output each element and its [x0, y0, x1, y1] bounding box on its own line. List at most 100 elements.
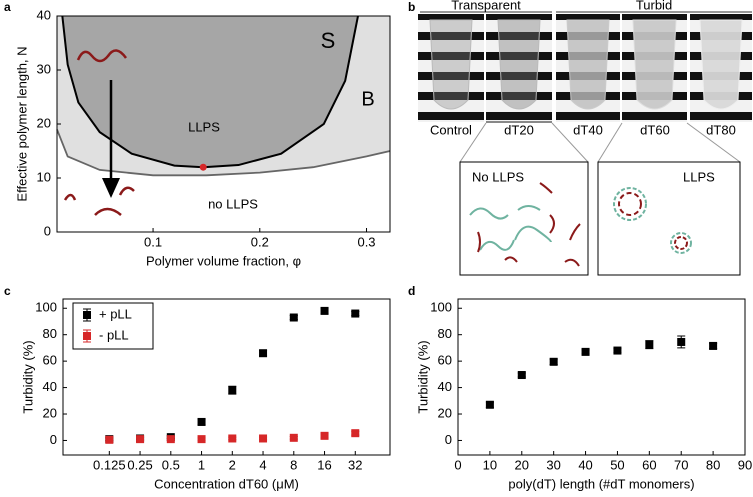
marker — [320, 431, 329, 440]
group-label: Turbid — [636, 0, 672, 12]
boundary-line — [56, 129, 391, 177]
panel: d 0 20 40 60 80 100 0 10 20 30 40 50 60 70 80 90 poly(dT)… — [408, 284, 752, 491]
marker — [645, 340, 654, 349]
region-label: no LLPS — [208, 196, 258, 211]
tube — [566, 19, 610, 110]
photo — [486, 14, 552, 122]
y-tick-label: 30 — [37, 61, 51, 76]
y-tick-label: 60 — [438, 353, 452, 368]
region-label: B — [361, 88, 374, 110]
x-tick-label: 80 — [706, 457, 720, 472]
region-label: S — [321, 28, 336, 53]
panel-label: d — [408, 284, 415, 298]
x-tick-label: 4 — [259, 457, 266, 472]
y-tick-label: 100 — [35, 300, 57, 315]
marker — [166, 435, 175, 444]
group-label: Transparent — [451, 0, 521, 12]
x-axis-label: Polymer volume fraction, φ — [146, 253, 301, 268]
marker — [289, 433, 298, 442]
marker — [581, 347, 590, 356]
x-tick-label: 50 — [610, 457, 624, 472]
region — [62, 16, 358, 168]
marker — [351, 429, 360, 438]
y-tick-label: 40 — [438, 379, 452, 394]
y-axis-label: Turbidity (%) — [20, 340, 35, 413]
photo — [418, 14, 484, 122]
x-tick-label: 1 — [198, 457, 205, 472]
marker — [197, 435, 206, 444]
y-tick-label: 100 — [430, 300, 452, 315]
polymer — [118, 186, 135, 196]
sample-label: dT40 — [573, 122, 603, 137]
marker — [351, 309, 360, 318]
x-tick-label: 0.125 — [93, 457, 126, 472]
arrow-head — [102, 178, 120, 198]
sample-label: Control — [430, 122, 472, 137]
critical-point — [199, 163, 207, 171]
panel-label: c — [4, 284, 11, 298]
marker — [228, 386, 237, 395]
x-tick-label: 0.1 — [144, 234, 162, 249]
marker — [259, 434, 268, 443]
plot-frame — [457, 298, 746, 456]
legend-marker — [83, 311, 91, 319]
x-tick-label: 2 — [229, 457, 236, 472]
zoom-line — [686, 122, 741, 163]
tube — [429, 19, 473, 110]
plot-frame — [62, 298, 391, 456]
polymer — [63, 193, 77, 201]
marker — [259, 349, 268, 358]
y-tick-label: 20 — [37, 115, 51, 130]
y-tick-label: 10 — [37, 169, 51, 184]
legend-label: + pLL — [99, 306, 132, 321]
marker — [677, 337, 686, 346]
photo-strip — [418, 11, 752, 276]
marker — [517, 371, 526, 380]
sample-label: dT80 — [706, 122, 736, 137]
tube — [699, 19, 743, 110]
marker — [105, 435, 114, 444]
marker — [289, 313, 298, 322]
x-tick-label: 90 — [738, 457, 752, 472]
sample-label: dT20 — [504, 122, 534, 137]
marker — [197, 417, 206, 426]
x-tick-label: 10 — [483, 457, 497, 472]
y-tick-label: 20 — [43, 405, 57, 420]
y-tick-label: 20 — [438, 405, 452, 420]
legend-label: - pLL — [99, 327, 129, 342]
x-tick-label: 0.3 — [357, 234, 375, 249]
y-tick-label: 80 — [438, 326, 452, 341]
x-tick-label: 0.2 — [251, 234, 269, 249]
x-tick-label: 0.5 — [162, 457, 180, 472]
binodal-line — [61, 15, 359, 169]
inset-label: LLPS — [683, 169, 715, 184]
panel-label: a — [4, 0, 11, 14]
zoom-line — [551, 122, 589, 163]
inset-label: No LLPS — [472, 169, 524, 184]
panel: c 0 20 40 60 80 100 0.125 0.25 0.5 1 2 4 8 16 32 Concent… — [4, 284, 391, 491]
polymers — [469, 182, 692, 267]
inset — [459, 161, 589, 276]
x-tick-label: 30 — [546, 457, 560, 472]
y-tick-label: 0 — [44, 223, 51, 238]
x-tick-label: 60 — [642, 457, 656, 472]
panel-label: b — [408, 0, 415, 14]
phase-decor — [63, 49, 135, 216]
photo-edge — [486, 121, 552, 123]
marker — [485, 400, 494, 409]
polymer — [94, 207, 122, 216]
zoom-line — [597, 122, 623, 163]
marker — [136, 435, 145, 444]
polymer — [76, 49, 128, 63]
marker — [549, 357, 558, 366]
sample-label: dT60 — [640, 122, 670, 137]
x-tick-label: 70 — [674, 457, 688, 472]
inset — [597, 161, 741, 276]
y-axis-label: Turbidity (%) — [415, 340, 430, 413]
legend-box — [72, 302, 154, 350]
x-axis-label: Concentration dT60 (μM) — [154, 476, 299, 491]
y-tick-label: 40 — [43, 379, 57, 394]
marker — [709, 341, 718, 350]
x-tick-label: 40 — [578, 457, 592, 472]
x-tick-label: 32 — [348, 457, 362, 472]
